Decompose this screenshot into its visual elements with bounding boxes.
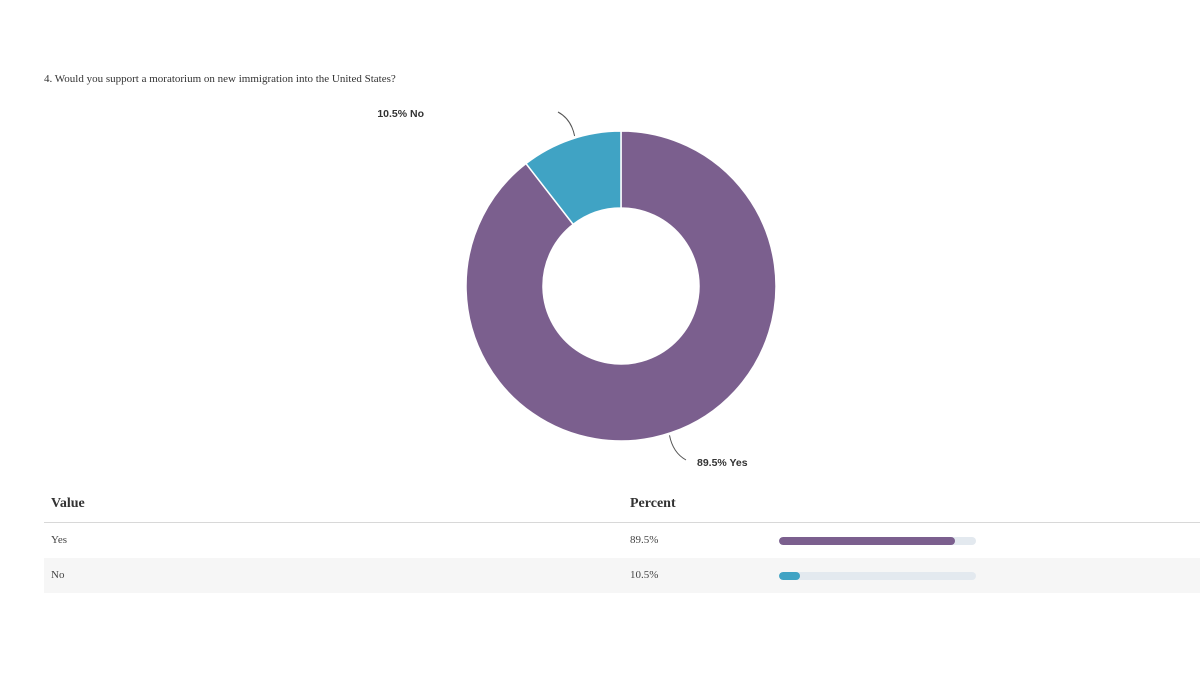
donut-chart: 89.5% Yes 10.5% No: [377, 108, 777, 469]
table-header: Value Percent: [44, 486, 1200, 523]
row-value: No: [51, 569, 65, 581]
percent-bar-track: [779, 572, 976, 580]
percent-bar-fill: [779, 537, 956, 545]
donut-slice-yes: [465, 130, 777, 442]
results-table: Value Percent Yes 89.5% No 10.5%: [44, 486, 1200, 593]
row-value: Yes: [51, 534, 68, 546]
row-percent: 10.5%: [630, 569, 659, 581]
leader-line-yes: [669, 435, 687, 461]
header-percent: Percent: [630, 496, 676, 511]
table-row-no: No 10.5%: [44, 558, 1200, 593]
slice-label-yes: 89.5% Yes: [697, 457, 748, 469]
row-percent: 89.5%: [630, 534, 659, 546]
percent-bar-fill: [779, 572, 800, 580]
header-value: Value: [51, 496, 85, 511]
percent-bar-track: [779, 537, 976, 545]
donut-slice-no: [524, 130, 622, 226]
slice-label-no: 10.5% No: [377, 108, 424, 120]
leader-line-no: [557, 111, 576, 137]
table-row-yes: Yes 89.5%: [44, 523, 1200, 558]
question-title: 4. Would you support a moratorium on new…: [44, 73, 396, 85]
